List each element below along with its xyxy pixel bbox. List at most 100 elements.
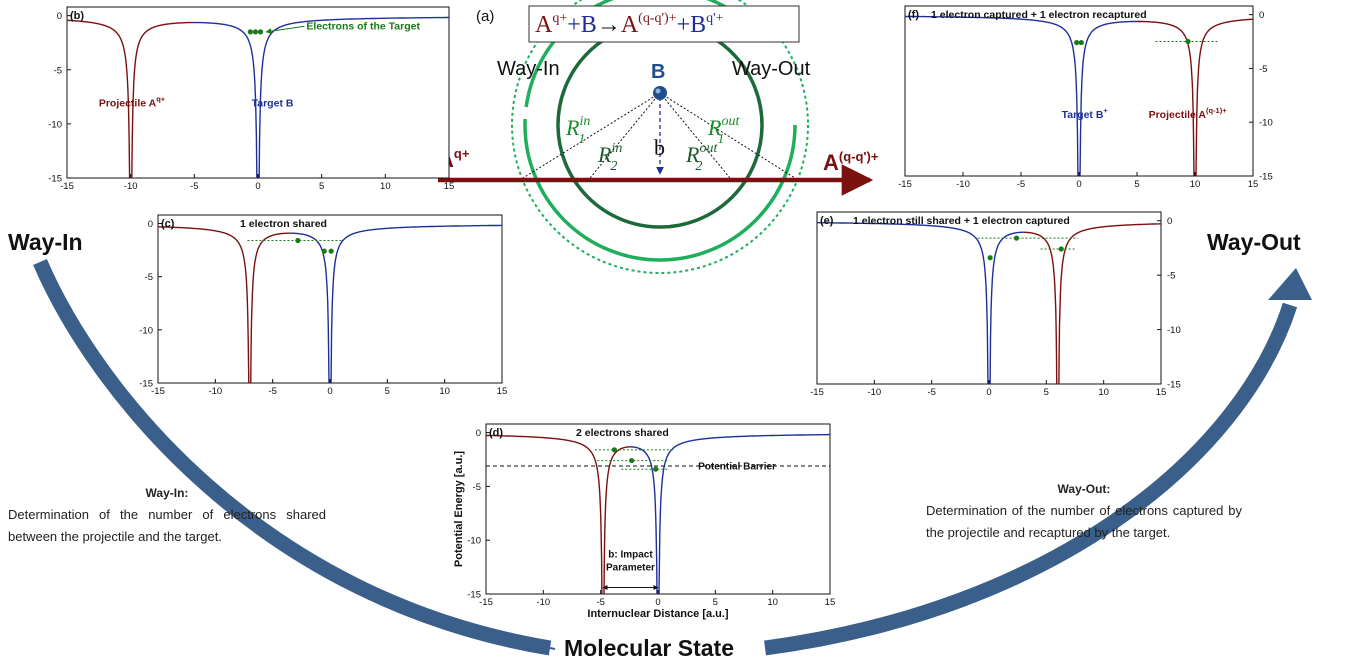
- curve-projectile: [1023, 223, 1161, 384]
- panel-title: 1 electron still shared + 1 electron cap…: [853, 215, 1070, 227]
- y-tick-label: 0: [1259, 10, 1264, 21]
- x-tick-label: -5: [1017, 179, 1025, 190]
- way-in-description-title: Way-In:: [145, 486, 189, 500]
- panel-title: 1 electron shared: [240, 218, 327, 230]
- curve-target: [194, 16, 449, 178]
- x-tick-label: 15: [497, 386, 508, 397]
- curve-target: [817, 221, 1024, 384]
- electron-dot: [295, 237, 301, 244]
- cycle-arrow-left-arc: [33, 259, 552, 656]
- charts-layer: -15 -10 -5 0 5 10 15 0 -5 -10 -15 Projectile Aq+ Tar…: [48, 5, 1273, 620]
- annotation: Projectile A(q-1)+: [1149, 106, 1228, 121]
- annotation: Projectile Aq+: [99, 95, 166, 110]
- y-tick-label: -5: [1167, 271, 1175, 282]
- x-tick-label: 5: [1044, 387, 1049, 398]
- x-tick-label: 5: [713, 597, 718, 608]
- impact-b-label: b: [654, 135, 665, 160]
- x-tick-label: 0: [986, 387, 991, 398]
- electron-dot: [629, 457, 635, 464]
- y-tick-label: -15: [1259, 172, 1273, 183]
- x-tick-label: 0: [655, 597, 660, 608]
- x-tick-label: 0: [327, 386, 332, 397]
- impact-parameter-label-1: b: Impact: [608, 549, 653, 560]
- y-tick-label: -15: [1167, 380, 1181, 391]
- chart-c: -15 -10 -5 0 5 10 15 0 -5 -10 -15 (c) 1 electron sha…: [139, 214, 508, 397]
- panel-label: (c): [161, 218, 175, 230]
- impact-parameter-label-2: Parameter: [606, 562, 655, 573]
- panel-label: (b): [70, 10, 84, 22]
- schematic-way-out: Way-Out: [732, 58, 811, 80]
- x-tick-label: -15: [898, 179, 912, 190]
- curve-projectile: [486, 434, 631, 594]
- x-tick-label: 15: [825, 597, 836, 608]
- y-tick-label: -10: [1259, 118, 1273, 129]
- electron-dot: [257, 29, 264, 35]
- y-tick-label: -5: [145, 272, 153, 283]
- x-tick-label: -15: [60, 181, 74, 192]
- x-tick-label: 10: [1190, 179, 1201, 190]
- x-tick-label: 10: [767, 597, 778, 608]
- x-tick-label: -5: [190, 181, 198, 192]
- y-tick-label: 0: [1167, 216, 1172, 227]
- x-tick-label: 15: [1248, 179, 1259, 190]
- curve-projectile: [158, 226, 290, 383]
- electron-dot: [247, 29, 253, 35]
- y-tick-label: -15: [139, 379, 153, 390]
- projectile-out-label: A(q-q')+: [823, 149, 879, 175]
- electron-dot: [1013, 235, 1020, 241]
- cycle-arrow-left-fade: [549, 647, 556, 650]
- way-out-label: Way-Out: [1207, 229, 1301, 255]
- electron-dot: [321, 248, 327, 254]
- r1-in-label: Rin 1: [565, 114, 590, 147]
- y-tick-label: -5: [473, 482, 481, 493]
- panel-label: (e): [820, 215, 834, 227]
- annotation: Target B: [252, 98, 294, 110]
- plot-area: [905, 15, 1253, 176]
- x-tick-label: -15: [810, 387, 824, 398]
- electron-dot: [987, 255, 993, 261]
- schematic-target-label: B: [651, 61, 665, 83]
- x-tick-label: -15: [479, 597, 493, 608]
- y-tick-label: -10: [139, 325, 153, 336]
- y-axis-label: Potential Energy [a.u.]: [453, 451, 465, 567]
- chart-f: -15 -10 -5 0 5 10 15 0 -5 -10 -15 Target B+ Projecti…: [898, 5, 1273, 190]
- y-tick-label: -5: [54, 65, 62, 76]
- way-in-description-text: Determination of the number of electrons…: [8, 507, 326, 544]
- y-tick-label: 0: [476, 428, 481, 439]
- electron-dot: [653, 466, 659, 472]
- electron-dot: [1185, 38, 1191, 45]
- annotation: Target B+: [1062, 106, 1109, 121]
- y-tick-label: -10: [1167, 325, 1181, 336]
- y-tick-label: -15: [48, 174, 62, 185]
- x-tick-label: 10: [439, 386, 450, 397]
- r1-out-label: Rout 1: [707, 114, 740, 147]
- plot-frame: [157, 214, 503, 384]
- target-node: [653, 86, 667, 100]
- x-tick-label: 15: [444, 181, 455, 192]
- x-tick-label: 10: [1098, 387, 1109, 398]
- cycle-arrow: [33, 259, 1312, 656]
- electron-dot: [252, 29, 259, 35]
- cycle-arrow-head: [1268, 268, 1312, 300]
- y-tick-label: -10: [48, 119, 62, 130]
- y-tick-label: -10: [467, 536, 481, 547]
- curve-target: [905, 15, 1137, 176]
- x-tick-label: 10: [380, 181, 391, 192]
- x-tick-label: 5: [319, 181, 324, 192]
- plot-area: [817, 221, 1161, 384]
- potential-barrier-label: Potential Barrier: [698, 461, 776, 472]
- x-tick-label: 15: [1156, 387, 1167, 398]
- chart-b: -15 -10 -5 0 5 10 15 0 -5 -10 -15 Projectile Aq+ Tar…: [48, 6, 455, 192]
- curve-target: [289, 224, 502, 383]
- y-tick-label: -15: [467, 590, 481, 601]
- annotation-arrow: [265, 25, 305, 35]
- plot-frame: [904, 5, 1254, 177]
- x-tick-label: -10: [208, 386, 222, 397]
- electron-dot: [1074, 39, 1080, 46]
- ray-r1-in: [522, 92, 661, 179]
- y-tick-label: 0: [57, 11, 62, 22]
- x-tick-label: -10: [956, 179, 970, 190]
- plot-frame: [66, 6, 450, 179]
